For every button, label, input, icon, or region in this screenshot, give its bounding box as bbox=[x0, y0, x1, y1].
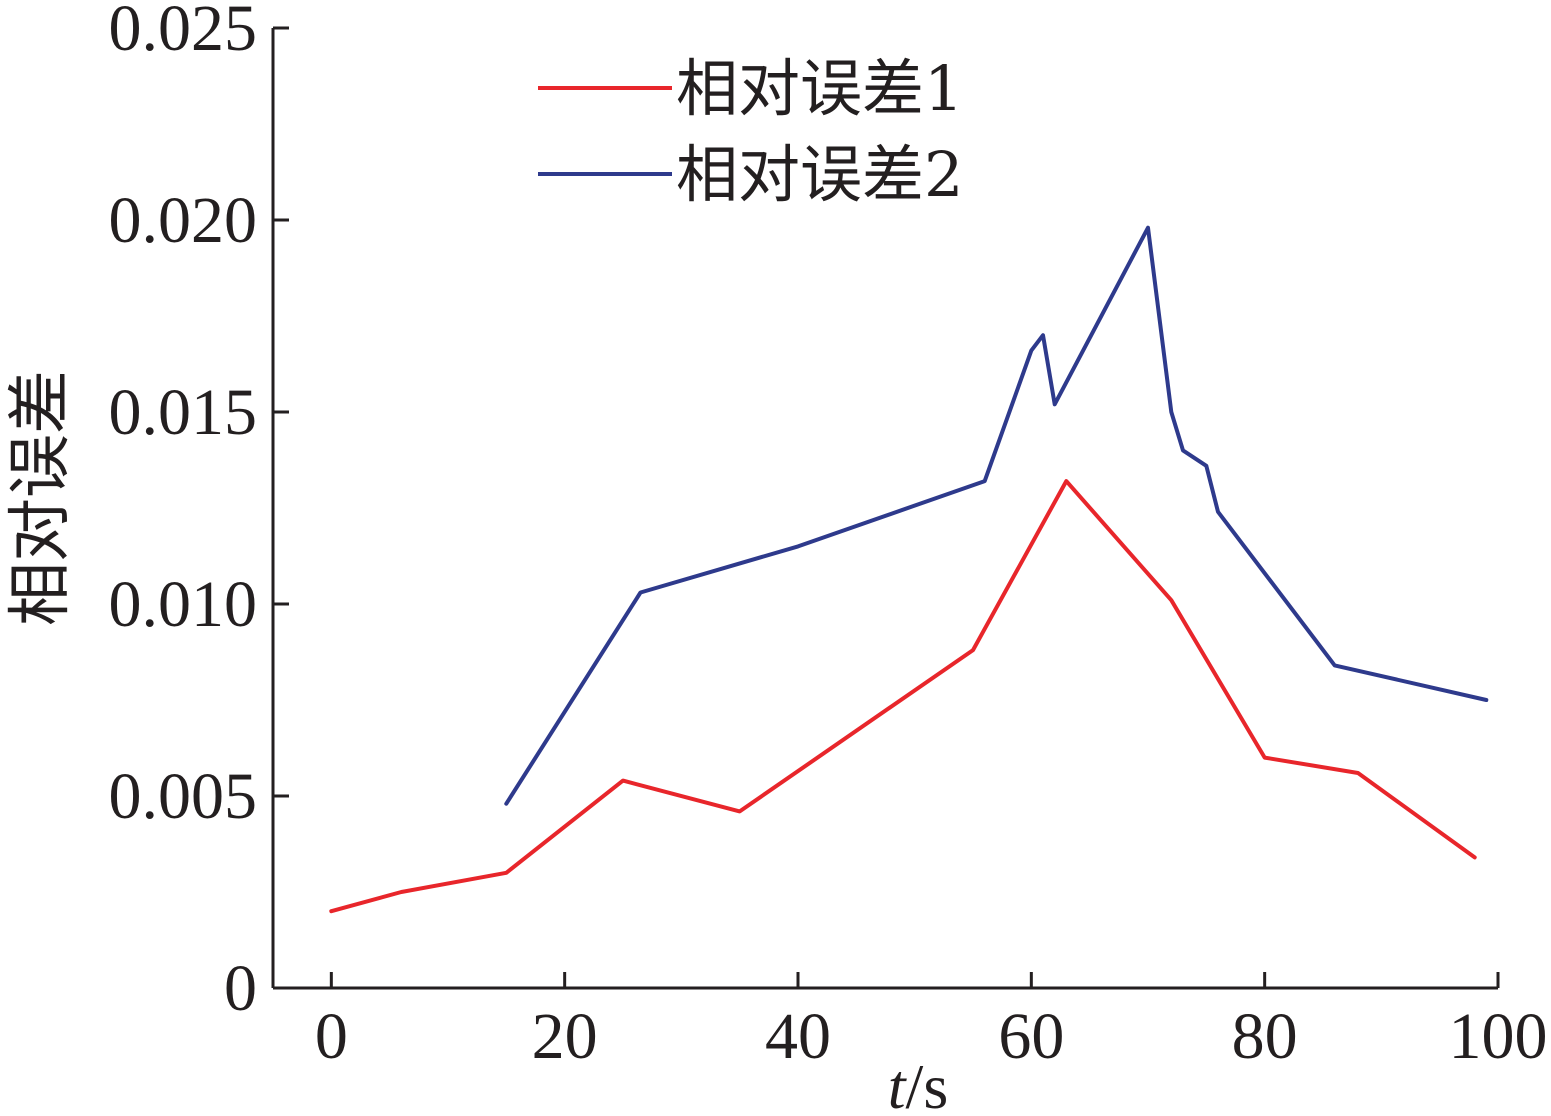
x-tick-label: 80 bbox=[1232, 1000, 1298, 1073]
legend-label-1: 相对误差1 bbox=[676, 52, 963, 125]
y-axis-title: 相对误差 bbox=[5, 370, 76, 626]
chart-legend: 相对误差1 相对误差2 bbox=[538, 52, 963, 211]
x-axis-title-variable: t bbox=[888, 1051, 908, 1116]
x-tick-label: 40 bbox=[765, 1000, 831, 1073]
x-tick-label: 100 bbox=[1449, 1000, 1548, 1073]
x-axis-title: t/s bbox=[888, 1051, 948, 1116]
series-line-1 bbox=[329, 479, 1477, 914]
x-tick-label: 20 bbox=[532, 1000, 598, 1073]
y-tick-label: 0.010 bbox=[109, 568, 258, 641]
chart-axes: 0 0.005 0.010 0.015 0.020 0.025 0 20 40 60 80 100 bbox=[109, 0, 1548, 1073]
y-tick-label: 0.015 bbox=[109, 376, 258, 449]
y-tick-label: 0.005 bbox=[109, 760, 258, 833]
legend-label-2: 相对误差2 bbox=[676, 138, 963, 211]
y-tick-label: 0.020 bbox=[109, 184, 258, 257]
y-tick-label: 0.025 bbox=[109, 0, 258, 65]
series-line-2 bbox=[504, 225, 1489, 806]
plot-area bbox=[329, 225, 1489, 914]
x-axis-title-unit: /s bbox=[906, 1051, 949, 1116]
x-tick-label: 60 bbox=[998, 1000, 1064, 1073]
y-tick-label: 0 bbox=[224, 952, 257, 1025]
x-tick-label: 0 bbox=[315, 1000, 348, 1073]
